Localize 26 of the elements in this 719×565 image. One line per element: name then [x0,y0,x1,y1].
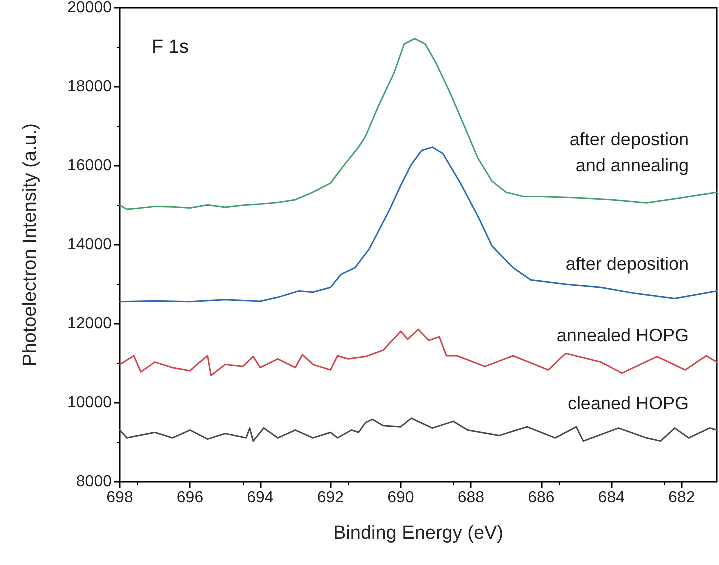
x-tick-label: 684 [598,490,626,506]
series-label: annealed HOPG [556,325,689,346]
y-tick-label: 12000 [68,316,112,332]
line-series [119,38,718,210]
y-tick-label: 18000 [68,78,112,96]
x-tick-label: 698 [106,490,134,506]
line-series [119,328,718,376]
series-label: after deposition [566,254,689,274]
y-axis-title: Photoelectron Intensity (a.u.) [20,124,41,366]
y-tick-label: 20000 [68,0,112,16]
x-axis-title: Binding Energy (eV) [333,523,504,544]
annotation: F 1s [152,37,189,58]
x-tick-label: 688 [458,490,485,506]
x-tick-label: 686 [528,490,555,506]
y-tick-label: 8000 [76,474,112,490]
x-tick-label: 690 [388,490,414,506]
y-tick-label: 16000 [68,158,112,174]
x-tick-label: 696 [176,490,204,506]
series-label: cleaned HOPG [568,393,689,414]
y-tick-label: 10000 [68,394,112,412]
series-label: after depostion and annealing [570,129,689,176]
y-tick-label: 14000 [68,236,112,254]
x-tick-label: 692 [317,490,344,506]
x-tick-label: 682 [668,490,696,506]
line-series [119,418,718,442]
x-tick-label: 694 [247,490,274,506]
